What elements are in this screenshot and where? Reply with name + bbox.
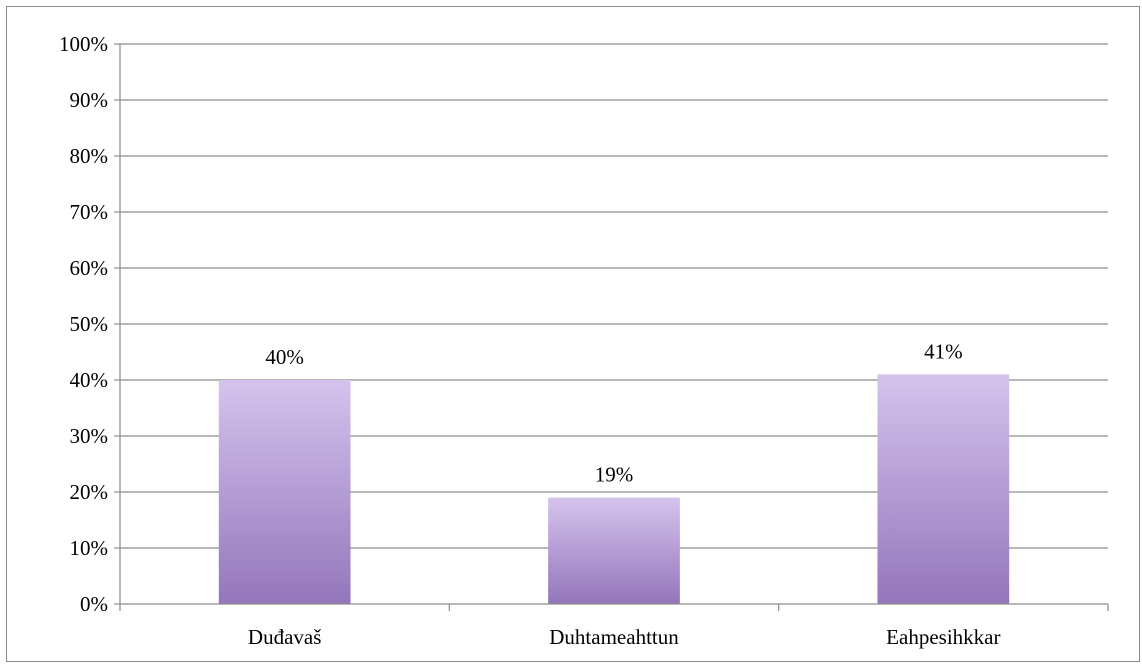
y-tick-label: 30% bbox=[70, 424, 109, 448]
bar bbox=[218, 380, 351, 604]
y-tick-label: 40% bbox=[70, 368, 109, 392]
bar bbox=[548, 497, 680, 604]
x-category-labels: Duđavaš Duhtameahttun Eahpesihkkar bbox=[248, 625, 1001, 649]
x-category-label: Duhtameahttun bbox=[549, 625, 679, 649]
y-tick-label: 0% bbox=[80, 592, 108, 616]
data-labels: 40% 19% 41% bbox=[265, 339, 962, 486]
y-tick-label: 80% bbox=[70, 144, 109, 168]
data-label: 19% bbox=[595, 463, 634, 487]
x-category-label: Duđavaš bbox=[248, 625, 321, 649]
y-tick-label: 70% bbox=[70, 200, 109, 224]
y-tick-label: 20% bbox=[70, 480, 109, 504]
data-label: 41% bbox=[924, 339, 963, 363]
axes bbox=[114, 43, 1109, 611]
y-tick-label: 50% bbox=[70, 312, 109, 336]
data-label: 40% bbox=[265, 345, 304, 369]
y-tick-labels: 0% 10% 20% 30% 40% 50% 60% 70% 80% 90% 100% bbox=[59, 32, 108, 616]
y-tick-label: 60% bbox=[70, 256, 109, 280]
bar bbox=[877, 374, 1010, 604]
bars bbox=[218, 374, 1010, 604]
y-tick-label: 90% bbox=[70, 88, 109, 112]
y-tick-label: 100% bbox=[59, 32, 108, 56]
y-tick-label: 10% bbox=[70, 536, 109, 560]
x-category-label: Eahpesihkkar bbox=[886, 625, 1000, 649]
